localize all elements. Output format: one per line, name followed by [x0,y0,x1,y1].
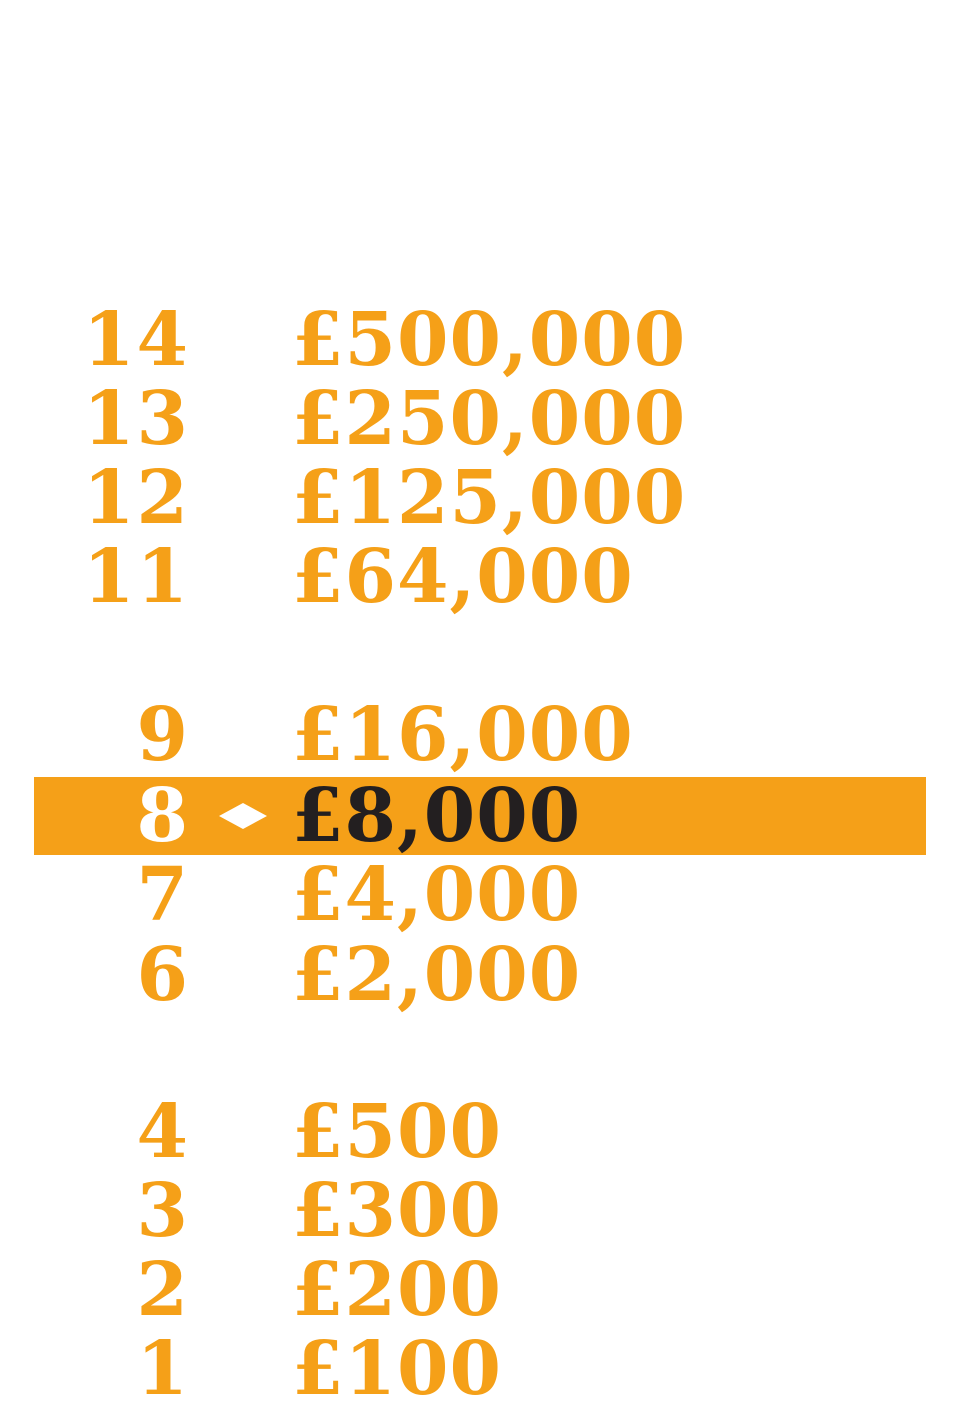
ladder-row-13: 13 £250,000 [34,380,926,458]
ladder-row-12: 12 £125,000 [34,459,926,537]
level-number: 12 [83,455,190,541]
ladder-row-9: 9 £16,000 [34,696,926,774]
level-number: 3 [136,1168,190,1254]
ladder-row-6: 6 £2,000 [34,936,926,1014]
level-number: 1 [136,1326,190,1412]
prize-amount: £300 [292,1168,502,1254]
level-number: 11 [83,534,190,620]
prize-amount: £4,000 [292,852,582,938]
level-number: 14 [83,297,190,383]
prize-amount: £16,000 [292,692,634,778]
prize-amount: £500 [292,1089,502,1175]
level-number: 6 [136,932,190,1018]
ladder-row-4: 4 £500 [34,1093,926,1171]
ladder-row-3: 3 £300 [34,1172,926,1250]
prize-amount: £250,000 [292,376,687,462]
ladder-row-7: 7 £4,000 [34,856,926,934]
level-number: 13 [83,376,190,462]
diamond-icon [216,777,270,855]
level-number: 2 [136,1247,190,1333]
ladder-row-2: 2 £200 [34,1251,926,1329]
prize-amount: £8,000 [292,773,582,859]
prize-amount: £2,000 [292,932,582,1018]
prize-amount: £200 [292,1247,502,1333]
ladder-row-8-current: 8 £8,000 [34,777,926,855]
ladder-row-1: 1 £100 [34,1330,926,1408]
level-number: 7 [136,852,190,938]
level-number: 4 [136,1089,190,1175]
prize-amount: £100 [292,1326,502,1412]
prize-amount: £64,000 [292,534,634,620]
ladder-row-11: 11 £64,000 [34,538,926,616]
prize-amount: £125,000 [292,455,687,541]
prize-amount: £500,000 [292,297,687,383]
level-number: 8 [136,773,190,859]
level-number: 9 [136,692,190,778]
ladder-row-14: 14 £500,000 [34,301,926,379]
